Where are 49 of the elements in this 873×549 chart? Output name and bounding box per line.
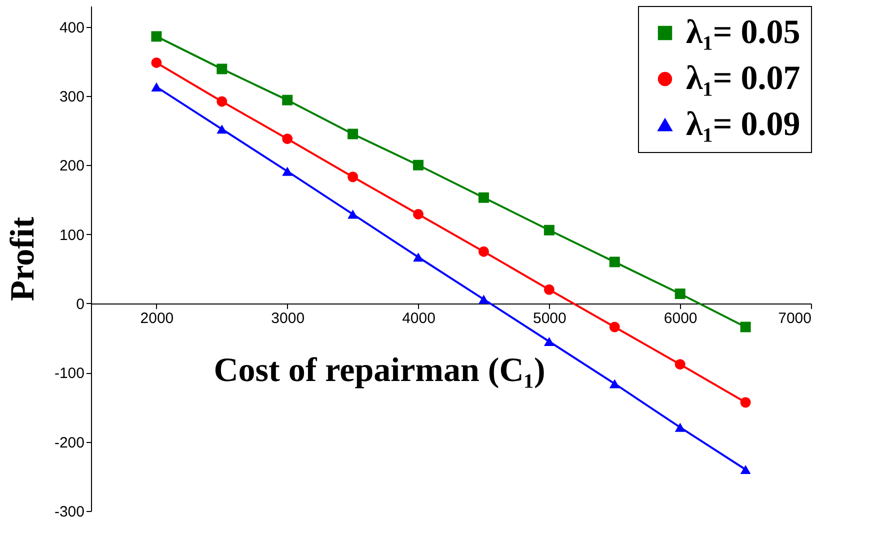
y-tick-label: -200	[54, 434, 84, 452]
point	[478, 246, 489, 257]
point	[740, 322, 751, 332]
legend-label: λ₁= 0.07	[686, 60, 800, 97]
y-tick-label: 400	[59, 19, 84, 36]
point	[151, 57, 162, 68]
point	[413, 160, 424, 170]
x-tick-label: 7000	[778, 310, 812, 327]
point	[282, 134, 293, 144]
point	[674, 359, 686, 370]
point	[216, 124, 228, 134]
point	[282, 166, 293, 176]
point	[740, 464, 751, 474]
x-tick-label: 5000	[532, 310, 566, 327]
point	[478, 192, 489, 203]
point	[609, 256, 620, 268]
point	[151, 31, 162, 42]
y-tick-label: 100	[59, 226, 84, 244]
point	[216, 96, 228, 107]
point	[478, 294, 489, 304]
point	[609, 379, 620, 388]
y-tick-label: -300	[54, 504, 84, 520]
legend-label: λ₁= 0.05	[686, 14, 800, 51]
legend-label: λ₁= 0.09	[686, 106, 800, 143]
point	[609, 322, 620, 332]
point	[348, 128, 358, 140]
y-tick-label: 0	[76, 296, 84, 313]
x-tick-label: 4000	[402, 310, 436, 327]
point	[740, 397, 751, 408]
point	[544, 284, 554, 295]
point	[216, 64, 228, 74]
point	[544, 336, 554, 346]
x-tick-label: 2000	[140, 310, 174, 327]
y-tick-label: 200	[59, 158, 84, 175]
x-tick-label: 3000	[271, 310, 305, 327]
y-tick-label: -100	[54, 365, 84, 382]
point	[282, 94, 293, 106]
point	[674, 288, 686, 300]
y-tick-label: 300	[59, 88, 84, 106]
x-axis-title: Cost of repairman (C₁)	[214, 352, 546, 389]
point	[348, 172, 358, 182]
x-tick-label: 6000	[664, 310, 698, 327]
point	[413, 252, 424, 262]
point	[151, 82, 162, 92]
point	[674, 422, 686, 432]
point	[348, 210, 358, 219]
point	[544, 224, 554, 236]
point	[413, 208, 424, 220]
y-axis-title: Profit	[4, 216, 42, 302]
